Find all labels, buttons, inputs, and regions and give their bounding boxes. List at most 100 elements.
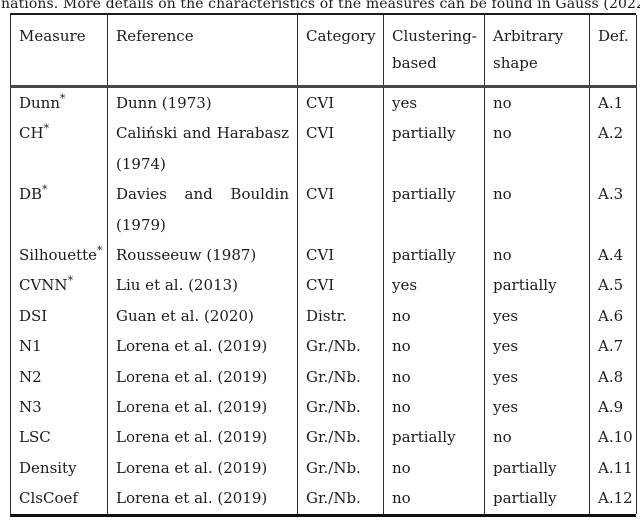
arbitrary-shape-cell: no xyxy=(484,179,590,241)
category-cell: CVI xyxy=(297,240,384,271)
measure-name: DB xyxy=(19,185,43,204)
measure-cell: DB* xyxy=(10,179,108,241)
measure-name: Dunn xyxy=(19,94,61,112)
arbitrary-shape-cell: partially xyxy=(484,483,590,514)
arbitrary-shape-cell: no xyxy=(484,240,590,271)
measure-star: * xyxy=(67,274,73,288)
reference-cell: Lorena et al. (2019) xyxy=(107,392,298,423)
clustering-based-cell: yes xyxy=(383,270,485,301)
table-row: CVNN* Liu et al. (2013) CVI yes partiall… xyxy=(10,270,637,301)
column-header-line: Reference xyxy=(116,27,194,45)
clustering-based-cell: no xyxy=(383,483,485,514)
category-cell: Gr./Nb. xyxy=(297,452,384,484)
arbitrary-shape-cell: yes xyxy=(484,392,590,423)
table-caption-text: nations. More details on the characteris… xyxy=(1,0,640,12)
column-header-line: shape xyxy=(493,54,538,72)
reference-cell: Caliński and Harabasz (1974) xyxy=(107,118,298,180)
measure-name: N1 xyxy=(19,337,42,356)
def-cell: A.10 xyxy=(589,422,637,453)
column-header-line: Def. xyxy=(598,27,629,45)
column-header-line: Category xyxy=(306,27,376,45)
table-row: Density Lorena et al. (2019) Gr./Nb. no … xyxy=(10,452,637,484)
clustering-based-cell: no xyxy=(383,392,485,423)
reference-cell: Lorena et al. (2019) xyxy=(107,331,298,362)
reference-cell: Dunn (1973) xyxy=(107,86,298,119)
category-cell: CVI xyxy=(297,86,384,119)
category-cell: CVI xyxy=(297,179,384,241)
table-row: CH* Caliński and Harabasz (1974) CVI par… xyxy=(10,118,637,180)
arbitrary-shape-cell: partially xyxy=(484,452,590,484)
table-row: DB* Davies and Bouldin (1979) CVI partia… xyxy=(10,179,637,241)
measure-cell: N2 xyxy=(10,361,108,393)
category-cell: CVI xyxy=(297,270,384,301)
clustering-based-cell: partially xyxy=(383,240,485,271)
category-cell: Distr. xyxy=(297,300,384,332)
table-row: Silhouette* Rousseeuw (1987) CVI partial… xyxy=(10,240,637,271)
arbitrary-shape-cell: no xyxy=(484,422,590,453)
column-header-line: based xyxy=(392,54,437,72)
arbitrary-shape-cell: yes xyxy=(484,361,590,393)
def-cell: A.2 xyxy=(589,118,637,180)
table-row: LSC Lorena et al. (2019) Gr./Nb. partial… xyxy=(10,422,637,453)
measure-star: * xyxy=(43,122,49,136)
def-cell: A.9 xyxy=(589,392,637,423)
reference-cell: Liu et al. (2013) xyxy=(107,270,298,301)
measure-name: CH xyxy=(19,124,44,143)
arbitrary-shape-cell: yes xyxy=(484,331,590,362)
table-row: N3 Lorena et al. (2019) Gr./Nb. no yes A… xyxy=(10,392,637,423)
arbitrary-shape-cell: no xyxy=(484,118,590,180)
table-row: N2 Lorena et al. (2019) Gr./Nb. no yes A… xyxy=(10,361,637,393)
measures-table: Measure Reference Category Clustering-based… xyxy=(10,15,637,514)
category-cell: Gr./Nb. xyxy=(297,483,384,514)
measure-star: * xyxy=(97,244,103,258)
category-cell: Gr./Nb. xyxy=(297,331,384,362)
def-cell: A.7 xyxy=(589,331,637,362)
reference-cell: Lorena et al. (2019) xyxy=(107,483,298,514)
column-header-reference: Reference xyxy=(107,15,298,88)
header-row: Measure Reference Category Clustering-based… xyxy=(10,15,637,88)
measure-cell: CH* xyxy=(10,118,108,180)
measure-name: LSC xyxy=(19,428,51,447)
def-cell: A.4 xyxy=(589,240,637,271)
reference-cell: Lorena et al. (2019) xyxy=(107,361,298,393)
arbitrary-shape-cell: yes xyxy=(484,300,590,332)
measures-table-wrap: Measure Reference Category Clustering-based… xyxy=(10,13,637,517)
def-cell: A.6 xyxy=(589,300,637,332)
category-cell: Gr./Nb. xyxy=(297,422,384,453)
column-header-arbitrary-shape: Arbitrary shape xyxy=(484,15,590,88)
reference-cell: Guan et al. (2020) xyxy=(107,300,298,332)
measure-name: Density xyxy=(19,458,77,477)
measure-cell: Dunn* xyxy=(10,86,108,119)
clustering-based-cell: partially xyxy=(383,118,485,180)
clustering-based-cell: no xyxy=(383,452,485,484)
measure-star: * xyxy=(42,183,48,197)
clustering-based-cell: yes xyxy=(383,86,485,119)
table-row: Dunn* Dunn (1973) CVI yes no A.1 xyxy=(10,86,637,119)
table-row: DSI Guan et al. (2020) Distr. no yes A.6 xyxy=(10,300,637,332)
category-cell: CVI xyxy=(297,118,384,180)
measure-cell: Silhouette* xyxy=(10,240,108,271)
measure-name: N2 xyxy=(19,367,42,386)
measure-name: CVNN xyxy=(19,276,68,295)
column-header-category: Category xyxy=(297,15,384,88)
column-header-line: Arbitrary xyxy=(493,27,564,45)
measure-cell: Density xyxy=(10,452,108,484)
column-header-measure: Measure xyxy=(10,15,108,88)
def-cell: A.12 xyxy=(589,483,637,514)
column-header-line: Clustering- xyxy=(392,27,477,45)
measure-cell: N1 xyxy=(10,331,108,362)
table-row: N1 Lorena et al. (2019) Gr./Nb. no yes A… xyxy=(10,331,637,362)
arbitrary-shape-cell: partially xyxy=(484,270,590,301)
def-cell: A.8 xyxy=(589,361,637,393)
measure-name: N3 xyxy=(19,398,42,417)
table-row: ClsCoef Lorena et al. (2019) Gr./Nb. no … xyxy=(10,483,637,514)
measure-cell: LSC xyxy=(10,422,108,453)
reference-cell: Lorena et al. (2019) xyxy=(107,422,298,453)
measure-cell: CVNN* xyxy=(10,270,108,301)
reference-cell: Lorena et al. (2019) xyxy=(107,452,298,484)
measure-cell: DSI xyxy=(10,300,108,332)
table-body: Dunn* Dunn (1973) CVI yes no A.1 CH* Cal… xyxy=(10,86,637,514)
def-cell: A.11 xyxy=(589,452,637,484)
reference-cell: Davies and Bouldin (1979) xyxy=(107,179,298,241)
